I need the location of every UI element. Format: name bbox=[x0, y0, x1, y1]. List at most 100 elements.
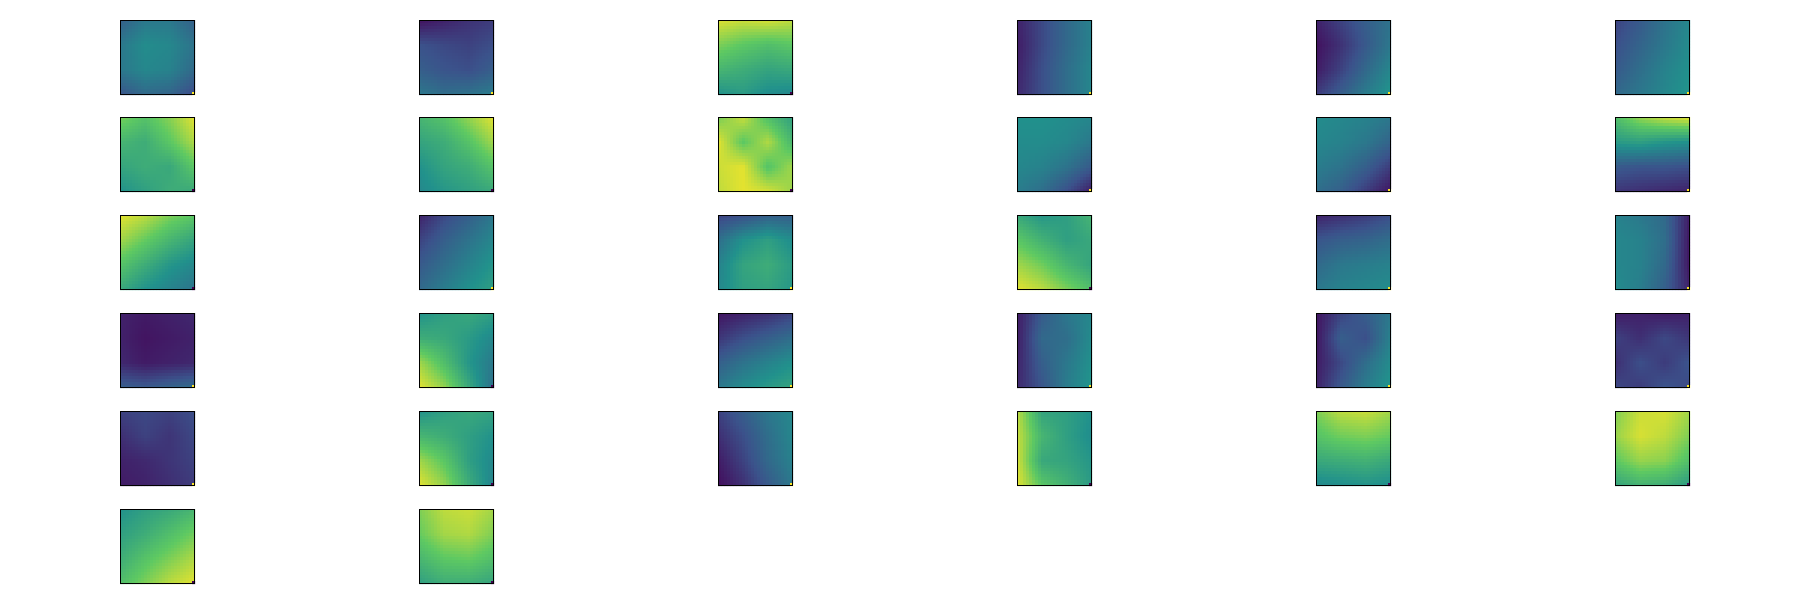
heatmap-cell bbox=[1636, 35, 1639, 38]
heatmap-cell bbox=[1618, 86, 1621, 89]
heatmap-cell bbox=[482, 147, 485, 150]
heatmap-cell bbox=[1657, 65, 1660, 68]
heatmap-cell bbox=[485, 56, 488, 59]
heatmap-cell bbox=[1639, 71, 1642, 74]
heatmap-cell bbox=[1077, 35, 1080, 38]
heatmap-cell bbox=[1633, 68, 1636, 71]
heatmap-cell bbox=[1657, 23, 1660, 26]
heatmap-cell bbox=[1334, 44, 1337, 47]
heatmap-cell bbox=[150, 159, 153, 162]
heatmap-cell bbox=[748, 32, 751, 35]
heatmap-cell bbox=[1376, 86, 1379, 89]
heatmap-cell bbox=[1639, 74, 1642, 77]
heatmap-cell bbox=[431, 162, 434, 165]
heatmap-cell bbox=[1684, 32, 1687, 35]
heatmap-cell bbox=[1639, 83, 1642, 86]
heatmap-cell bbox=[440, 153, 443, 156]
heatmap-cell bbox=[422, 71, 425, 74]
heatmap-cell bbox=[422, 120, 425, 123]
heatmap-cell bbox=[461, 77, 464, 80]
heatmap-cell bbox=[1059, 50, 1062, 53]
heatmap-cell bbox=[473, 83, 476, 86]
heatmap-cell bbox=[1083, 77, 1086, 80]
heatmap-cell bbox=[1077, 62, 1080, 65]
heatmap-cell bbox=[1651, 41, 1654, 44]
heatmap-cell bbox=[123, 150, 126, 153]
heatmap-cell bbox=[174, 150, 177, 153]
heatmap-cell bbox=[458, 165, 461, 168]
heatmap-cell bbox=[129, 183, 132, 186]
heatmap-cell bbox=[736, 23, 739, 26]
heatmap-cell bbox=[1382, 59, 1385, 62]
heatmap-cell bbox=[1334, 80, 1337, 83]
heatmap-cell bbox=[724, 44, 727, 47]
heatmap-cell bbox=[1065, 56, 1068, 59]
heatmap-cell bbox=[455, 141, 458, 144]
heatmap-cell bbox=[1630, 65, 1633, 68]
heatmap-cell bbox=[183, 74, 186, 77]
heatmap-cell bbox=[467, 144, 470, 147]
heatmap-cell bbox=[449, 26, 452, 29]
heatmap-cell bbox=[1080, 50, 1083, 53]
heatmap-cell bbox=[488, 83, 491, 86]
heatmap-cell bbox=[123, 47, 126, 50]
heatmap-cell bbox=[739, 47, 742, 50]
heatmap-cell bbox=[1340, 65, 1343, 68]
heatmap-cell bbox=[1657, 71, 1660, 74]
heatmap-cell bbox=[171, 53, 174, 56]
heatmap-cell bbox=[1618, 29, 1621, 32]
heatmap-cell bbox=[1654, 35, 1657, 38]
heatmap-cell bbox=[1337, 44, 1340, 47]
heatmap-cell bbox=[437, 135, 440, 138]
heatmap-cell bbox=[126, 86, 129, 89]
heatmap-cell bbox=[446, 126, 449, 129]
heatmap-cell bbox=[1020, 26, 1023, 29]
heatmap-cell bbox=[1633, 23, 1636, 26]
heatmap-cell bbox=[174, 129, 177, 132]
heatmap-cell bbox=[455, 159, 458, 162]
heatmap-cell bbox=[733, 38, 736, 41]
heatmap-cell bbox=[482, 41, 485, 44]
heatmap-cell bbox=[165, 80, 168, 83]
heatmap-cell bbox=[437, 144, 440, 147]
heatmap-cell bbox=[757, 74, 760, 77]
heatmap-cell bbox=[1633, 35, 1636, 38]
heatmap-cell bbox=[1047, 23, 1050, 26]
heatmap-cell bbox=[1029, 74, 1032, 77]
heatmap-cell bbox=[422, 180, 425, 183]
heatmap-cell bbox=[1056, 65, 1059, 68]
heatmap-cell bbox=[1654, 50, 1657, 53]
heatmap-cell bbox=[476, 153, 479, 156]
heatmap-cell bbox=[129, 156, 132, 159]
heatmap-cell bbox=[159, 132, 162, 135]
heatmap-cell bbox=[1385, 80, 1388, 83]
heatmap-cell bbox=[482, 177, 485, 180]
heatmap-cell bbox=[485, 159, 488, 162]
heatmap-cell bbox=[171, 144, 174, 147]
heatmap-cell bbox=[742, 35, 745, 38]
heatmap-cell bbox=[1636, 77, 1639, 80]
heatmap-cell bbox=[1044, 62, 1047, 65]
heatmap-cell bbox=[485, 23, 488, 26]
heatmap-cell bbox=[1352, 68, 1355, 71]
heatmap-cell bbox=[1669, 71, 1672, 74]
heatmap-cell bbox=[437, 168, 440, 171]
heatmap-cell bbox=[1352, 47, 1355, 50]
heatmap-cell bbox=[476, 56, 479, 59]
heatmap-cell bbox=[1352, 59, 1355, 62]
heatmap-cell bbox=[123, 156, 126, 159]
heatmap-cell bbox=[1352, 29, 1355, 32]
heatmap-cell bbox=[123, 29, 126, 32]
heatmap-cell bbox=[156, 89, 159, 92]
heatmap-cell bbox=[1370, 26, 1373, 29]
heatmap-cell bbox=[763, 35, 766, 38]
heatmap-cell bbox=[162, 159, 165, 162]
heatmap-cell bbox=[1349, 23, 1352, 26]
heatmap-cell bbox=[1666, 44, 1669, 47]
heatmap-cell bbox=[1041, 53, 1044, 56]
heatmap-cell bbox=[1627, 89, 1630, 92]
heatmap-cell bbox=[1077, 38, 1080, 41]
heatmap-cell bbox=[174, 132, 177, 135]
heatmap-cell bbox=[443, 162, 446, 165]
heatmap-cell bbox=[162, 77, 165, 80]
